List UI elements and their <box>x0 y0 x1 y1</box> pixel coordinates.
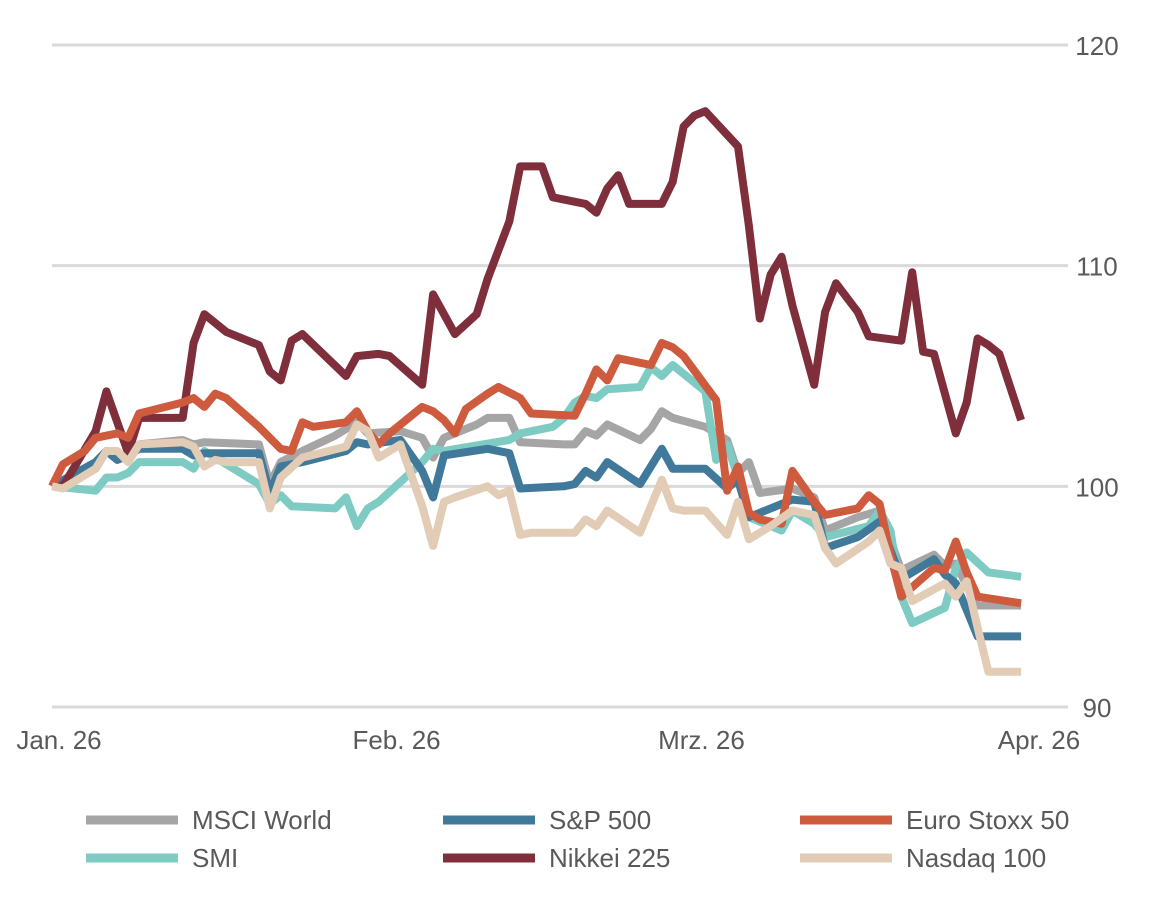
legend-item-msci-world: MSCI World <box>86 805 332 835</box>
legend-label: S&P 500 <box>549 805 651 835</box>
legend-item-s-p-500: S&P 500 <box>443 805 651 835</box>
series-line-msci-world <box>50 407 1022 610</box>
legend-label: SMI <box>192 843 238 873</box>
x-tick-label: Jan. 26 <box>16 725 101 755</box>
y-tick-label: 90 <box>1083 693 1112 723</box>
series-line-nikkei-225 <box>52 107 1025 491</box>
series-lines <box>48 107 1025 676</box>
legend-item-nasdaq-100: Nasdaq 100 <box>800 843 1046 873</box>
x-tick-label: Feb. 26 <box>352 725 440 755</box>
legend-item-euro-stoxx-50: Euro Stoxx 50 <box>800 805 1069 835</box>
y-tick-label: 100 <box>1075 472 1118 502</box>
legend-label: Nasdaq 100 <box>906 843 1046 873</box>
legend-label: MSCI World <box>192 805 332 835</box>
x-tick-label: Mrz. 26 <box>658 725 745 755</box>
series-line-nasdaq-100 <box>51 420 1022 676</box>
y-tick-label: 120 <box>1075 31 1118 61</box>
x-axis-ticks: Jan. 26 Feb. 26 Mrz. 26 Apr. 26 <box>16 725 1080 755</box>
y-axis-ticks: 90 100 110 120 <box>1075 31 1118 723</box>
y-tick-label: 110 <box>1076 252 1117 282</box>
series-line-euro-stoxx-50 <box>48 338 1022 608</box>
gridlines <box>52 43 1068 709</box>
x-tick-label: Apr. 26 <box>998 725 1080 755</box>
legend: MSCI World S&P 500 Euro Stoxx 50 SMI Nikkei … <box>86 805 1069 873</box>
legend-label: Euro Stoxx 50 <box>906 805 1069 835</box>
legend-item-nikkei-225: Nikkei 225 <box>443 843 670 873</box>
legend-item-smi: SMI <box>86 843 238 873</box>
legend-label: Nikkei 225 <box>549 843 670 873</box>
